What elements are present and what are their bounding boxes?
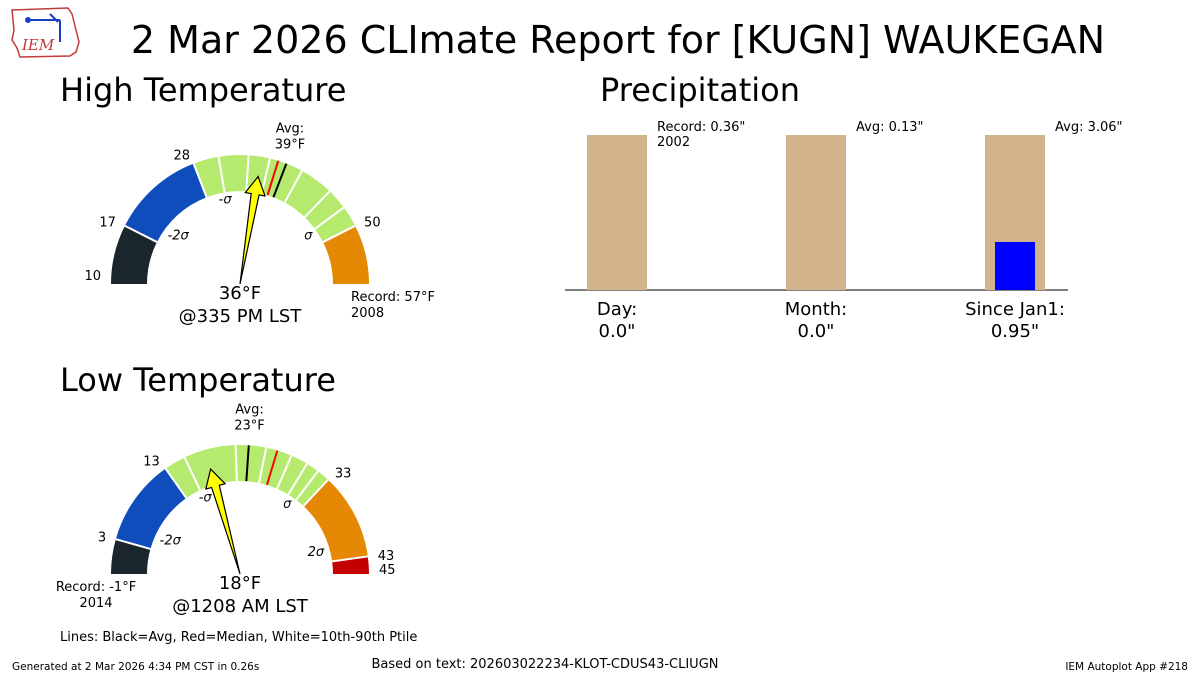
sigma-label-3: σ (283, 497, 292, 512)
reference-bar-2 (786, 135, 846, 290)
band-separator-4 (331, 555, 368, 563)
observed-time-label: @1208 AM LST (172, 596, 309, 617)
gauge-band-3 (193, 155, 356, 243)
percentile-line-5 (303, 190, 331, 218)
band-separator-2 (164, 468, 188, 499)
logo-text: IEM (21, 36, 55, 54)
footer-app-id: IEM Autoplot App #218 (1065, 661, 1188, 673)
percentile-line-2 (234, 445, 238, 482)
percentile-line-4 (283, 170, 303, 203)
sigma-label-2: -σ (219, 193, 233, 208)
gauge-tick-label-5: 45 (379, 563, 396, 578)
percentile-line-5 (287, 463, 308, 496)
sigma-label-4: 2σ (308, 545, 325, 560)
median-line (266, 160, 280, 196)
observed-value-label: 36°F (219, 283, 261, 304)
band-separator-3 (302, 479, 329, 507)
precipitation-chart: Precipitation Record: 0.36" 2002Day:0.0"A… (565, 71, 1123, 342)
observed-value-1: 0.0" (599, 321, 636, 342)
sigma-label-1: -2σ (160, 534, 182, 549)
gauge-band-1 (111, 539, 151, 574)
reference-label-1: Record: 0.36" 2002 (657, 120, 745, 150)
median-line (265, 450, 279, 486)
average-label: Avg: 39°F (275, 121, 306, 152)
gauge-tick-label-3: 33 (335, 466, 352, 481)
reference-label-2: Avg: 0.13" (856, 120, 924, 135)
percentile-line-2 (245, 155, 250, 192)
record-label: Record: -1°F 2014 (56, 580, 136, 611)
category-label-1: Day: (597, 299, 637, 320)
sigma-label-1: -2σ (168, 229, 190, 244)
gauge-tick-label-4: 50 (364, 215, 381, 230)
high-temperature-title: High Temperature (60, 71, 346, 109)
percentile-line-3 (257, 447, 268, 484)
record-label: Record: 57°F 2008 (351, 290, 435, 321)
gauge-tick-label-1: 10 (84, 269, 101, 284)
reference-bar-1 (587, 135, 647, 290)
reference-label-3: Avg: 3.06" (1055, 120, 1123, 135)
percentile-line-6 (314, 206, 345, 230)
observed-value-label: 18°F (219, 573, 261, 594)
gauge-tick-label-4: 43 (378, 549, 395, 564)
category-label-2: Month: (785, 299, 847, 320)
percentile-line-4 (276, 455, 293, 490)
footer-generated: Generated at 2 Mar 2026 4:34 PM CST in 0… (12, 661, 259, 673)
band-separator-1 (115, 538, 151, 550)
percentile-line-6 (295, 470, 319, 501)
gauge-band-4 (323, 225, 369, 284)
observed-value-3: 0.95" (991, 321, 1039, 342)
gauge-tick-label-1: 3 (98, 530, 106, 545)
average-label: Avg: 23°F (234, 402, 265, 433)
gauge-band-1 (111, 225, 157, 284)
band-separator-1 (124, 224, 158, 243)
gauge-band-2 (124, 163, 207, 243)
gauge-band-4 (303, 479, 368, 562)
percentile-line-1 (183, 457, 201, 491)
precipitation-title: Precipitation (600, 71, 800, 109)
category-label-3: Since Jan1: (965, 299, 1065, 320)
sigma-label-3: σ (304, 229, 313, 244)
observed-bar-3 (995, 241, 1035, 290)
gauge-tick-label-2: 17 (99, 215, 116, 230)
gauge-tick-label-3: 28 (173, 148, 190, 163)
needle-arrow (204, 467, 241, 575)
sigma-label-2: -σ (199, 490, 213, 505)
average-line (245, 445, 250, 482)
lines-legend: Lines: Black=Avg, Red=Median, White=10th… (60, 630, 417, 645)
gauge-band-2 (115, 468, 187, 549)
band-separator-3 (322, 224, 356, 243)
iem-logo: IEM (11, 7, 80, 58)
page-title: 2 Mar 2026 CLImate Report for [KUGN] WAU… (131, 18, 1105, 62)
high-temperature-gauge: High Temperature 10 17 28 50 -2σ -σ σ Avg: 39°F 3… (60, 71, 435, 327)
observed-value-2: 0.0" (798, 321, 835, 342)
percentile-line-1 (217, 156, 226, 193)
footer-source-text: Based on text: 202603022234-KLOT-CDUS43-… (371, 657, 718, 672)
needle-arrow (239, 175, 266, 285)
observed-time-label: @335 PM LST (179, 306, 303, 327)
low-temperature-title: Low Temperature (60, 361, 336, 399)
percentile-line-3 (260, 158, 271, 194)
band-separator-2 (192, 163, 208, 198)
gauge-tick-label-2: 13 (143, 454, 160, 469)
average-line (272, 163, 288, 198)
